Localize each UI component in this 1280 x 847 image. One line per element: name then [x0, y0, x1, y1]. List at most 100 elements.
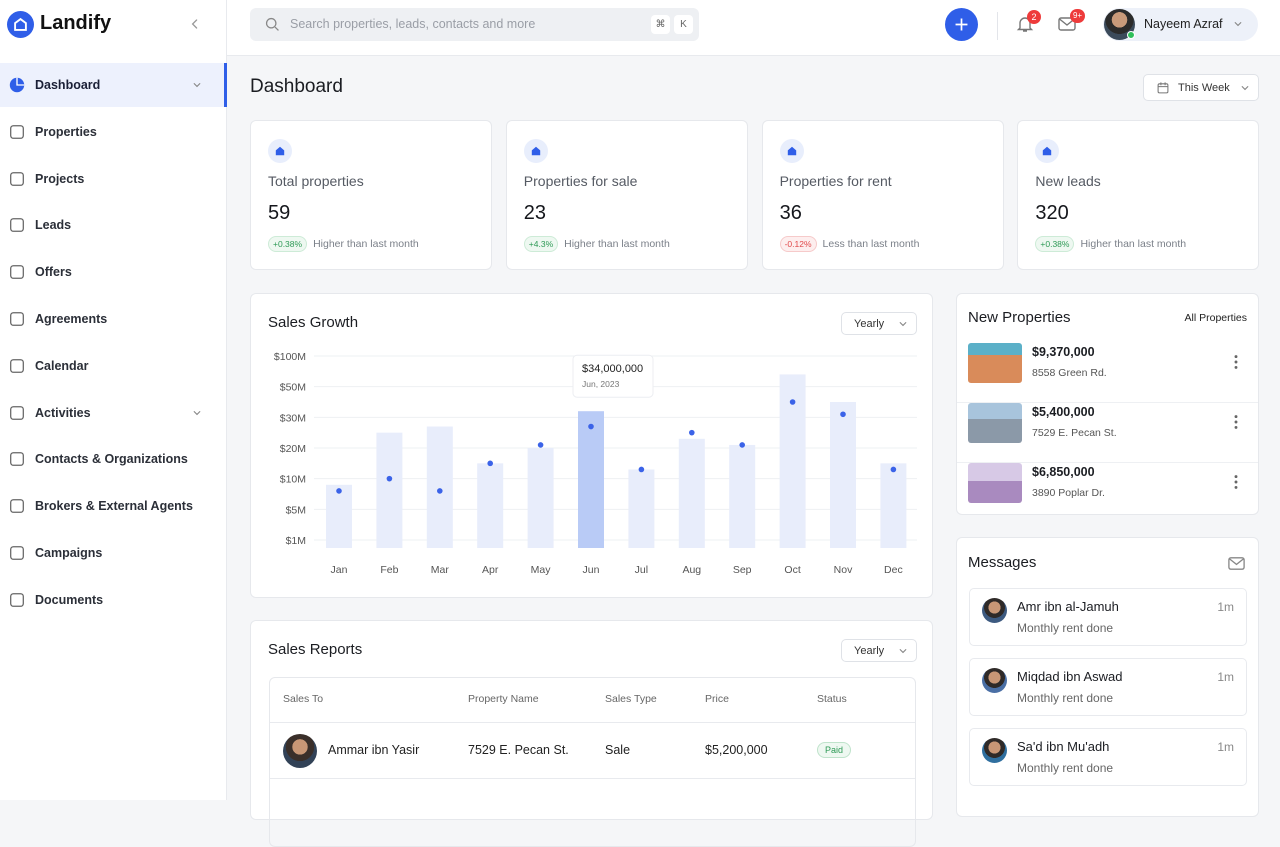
table-cell: Ammar ibn Yasir: [328, 743, 420, 757]
nav-icon: [10, 405, 24, 420]
message-avatar: [982, 668, 1007, 693]
x-tick-label: Oct: [784, 564, 800, 576]
x-tick-label: Sep: [733, 564, 752, 576]
nav-item[interactable]: Campaigns: [0, 531, 227, 575]
property-image: [968, 343, 1022, 383]
more-button[interactable]: [1227, 353, 1245, 371]
nav-icon: [10, 546, 24, 560]
property-item[interactable]: $9,370,000 8558 Green Rd.: [957, 343, 1258, 403]
line-point: [890, 466, 897, 473]
nav-label: Agreements: [35, 312, 108, 326]
property-image: [968, 463, 1022, 503]
messages-card: Messages Amr ibn al-Jamuh Monthly rent don…: [956, 537, 1259, 817]
plus-icon: [955, 18, 968, 31]
stat-card: New leads 320 +0.38% Higher than last month: [1017, 120, 1260, 270]
property-image: [968, 403, 1022, 443]
tooltip-box: [572, 354, 654, 398]
nav-label: Contacts & Organizations: [35, 452, 188, 467]
page-title: Dashboard: [250, 76, 343, 97]
message-item[interactable]: Miqdad ibn Aswad Monthly rent done 1m: [969, 658, 1247, 716]
property-item[interactable]: $5,400,000 7529 E. Pecan St.: [957, 403, 1258, 463]
nav-item[interactable]: Dashboard: [0, 63, 227, 107]
x-tick-label: Feb: [380, 564, 398, 576]
nav-item[interactable]: Leads: [0, 203, 227, 247]
sender-name: Sa'd ibn Mu'adh: [1017, 739, 1110, 754]
change-note: Higher than last month: [1080, 238, 1187, 250]
column-header: Sales Type: [605, 693, 657, 705]
chart-title: Sales Growth: [268, 314, 359, 331]
line-point: [689, 429, 695, 436]
calendar-icon: [1157, 82, 1169, 94]
nav-item[interactable]: Projects: [0, 157, 227, 201]
more-button[interactable]: [1227, 473, 1245, 491]
topbar: Search properties, leads, contacts and m…: [227, 0, 1280, 56]
stat-value: 320: [1035, 202, 1069, 224]
table-row-partial: [270, 778, 915, 834]
stat-icon: [779, 139, 804, 163]
change-pill: +4.3%: [523, 236, 559, 252]
nav-label: Brokers & External Agents: [35, 499, 193, 514]
shortcut-key: ⌘: [651, 15, 670, 34]
dropdown-label: Yearly: [854, 644, 885, 657]
message-avatar: [982, 598, 1007, 623]
bar: [578, 411, 604, 548]
line-point: [336, 488, 342, 494]
nav-item[interactable]: Brokers & External Agents: [0, 484, 227, 528]
dropdown-button[interactable]: This Week: [1143, 74, 1259, 101]
table-cell: 7529 E. Pecan St.: [468, 743, 569, 757]
search-box[interactable]: Search properties, leads, contacts and m…: [250, 8, 699, 41]
nav-item[interactable]: Calendar: [0, 344, 227, 388]
nav-icon: [10, 312, 24, 326]
stat-glyph: [1043, 146, 1052, 156]
y-tick-label: $100M: [274, 351, 306, 363]
nav-item[interactable]: Agreements: [0, 297, 227, 341]
nav-label: Properties: [35, 124, 97, 139]
bar: [628, 469, 655, 548]
stat-icon: [523, 139, 548, 163]
nav-item[interactable]: Properties: [0, 110, 227, 154]
user-menu[interactable]: Nayeem Azraf: [1103, 8, 1258, 41]
nav-icon: [10, 218, 24, 233]
message-time: 1m: [1217, 740, 1234, 754]
dropdown-label: Yearly: [854, 317, 885, 330]
nav-label: Campaigns: [35, 546, 103, 560]
nav-item[interactable]: Contacts & Organizations: [0, 437, 227, 481]
notifications-button[interactable]: 2: [1015, 10, 1041, 36]
bar: [477, 463, 504, 548]
message-item[interactable]: Sa'd ibn Mu'adh Monthly rent done 1m: [969, 728, 1247, 786]
property-item[interactable]: $6,850,000 3890 Poplar Dr.: [957, 463, 1258, 523]
message-item[interactable]: Amr ibn al-Jamuh Monthly rent done 1m: [969, 588, 1247, 646]
nav-icon: [9, 77, 25, 93]
bar: [527, 448, 554, 548]
nav-label: Documents: [35, 592, 104, 607]
stat-card: Properties for rent 36 -0.12% Less than las…: [761, 120, 1004, 270]
line-point: [638, 466, 645, 473]
nav-label: Leads: [35, 218, 72, 233]
dropdown-button[interactable]: Yearly: [841, 312, 917, 335]
line-point: [588, 423, 594, 430]
online-dot: [1127, 31, 1135, 39]
collapse-button[interactable]: [187, 16, 203, 32]
add-button[interactable]: [945, 8, 978, 41]
message-text: Monthly rent done: [1017, 761, 1114, 775]
chevron-icon: [1241, 85, 1249, 90]
nav-item[interactable]: Documents: [0, 578, 227, 622]
dropdown-button[interactable]: Yearly: [841, 639, 917, 662]
expand-icon: [193, 410, 201, 415]
nav-icon: [10, 124, 24, 139]
nav-item[interactable]: Activities: [0, 391, 227, 435]
messages-button[interactable]: 9+: [1057, 9, 1085, 36]
search-placeholder: Search properties, leads, contacts and m…: [290, 17, 536, 31]
property-price: $6,850,000: [1032, 465, 1095, 479]
nav-icon: [10, 592, 24, 607]
column-header: Sales To: [283, 693, 324, 705]
user-name: Nayeem Azraf: [1144, 17, 1223, 31]
nav-item[interactable]: Offers: [0, 250, 227, 294]
stat-change-row: +0.38% Higher than last month: [1035, 236, 1186, 252]
more-button[interactable]: [1227, 413, 1245, 431]
table-row[interactable]: Ammar ibn Yasir 7529 E. Pecan St. Sale $5,2…: [270, 722, 915, 778]
section-link[interactable]: All Properties: [1184, 312, 1247, 324]
property-address: 8558 Green Rd.: [1032, 367, 1107, 379]
